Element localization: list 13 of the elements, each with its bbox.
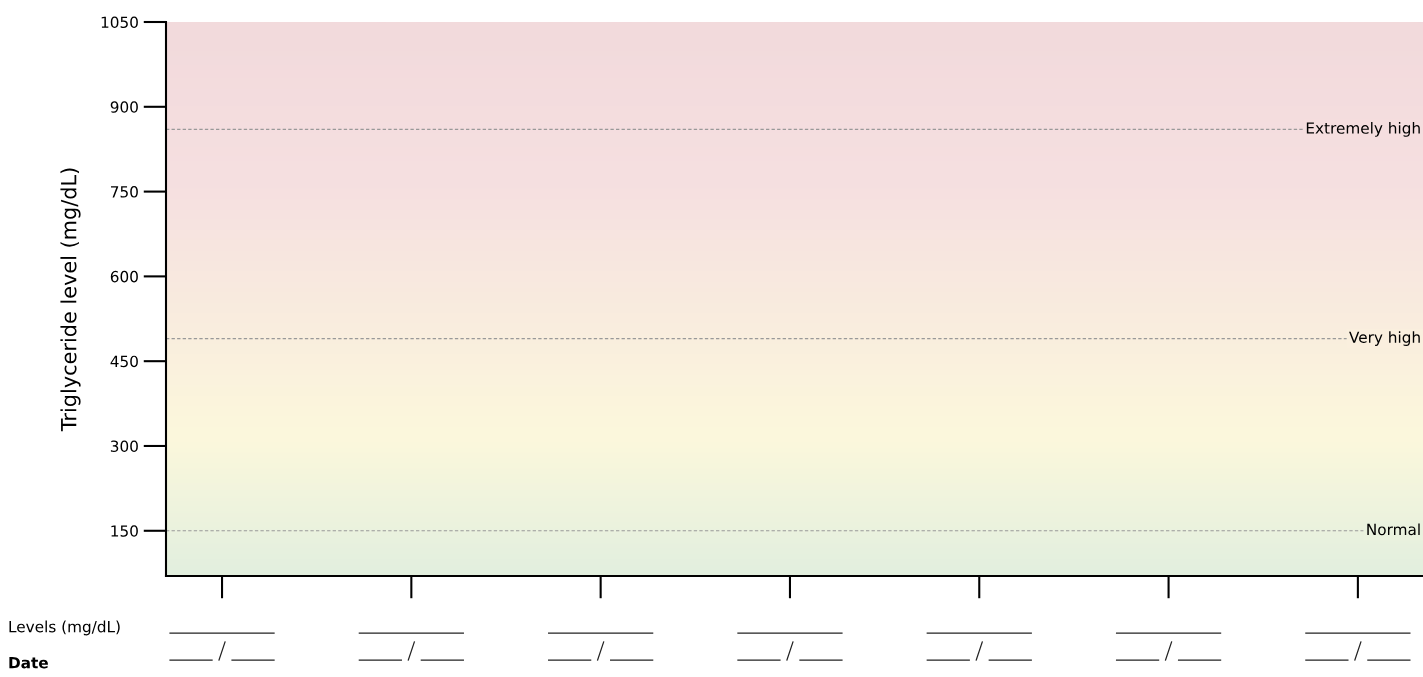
y-tick-label: 600 [110,270,138,283]
y-tick-label: 750 [111,186,138,198]
ref-line-label: Very high [1349,331,1420,346]
text: Date [9,657,48,669]
y-tick-label: 450 [110,355,138,368]
y-tick-label: 150 [111,525,138,537]
ref-line-label: Extremely high [1306,122,1420,137]
text: Levels (mg/dL) [9,620,120,636]
ref-line-label: Normal [1367,523,1420,536]
y-axis-title: Triglyceride level (mg/dL) [60,168,81,432]
y-tick-label: 1050 [101,16,138,29]
y-tick-label: 300 [110,440,138,452]
y-tick-label: 900 [110,101,138,113]
